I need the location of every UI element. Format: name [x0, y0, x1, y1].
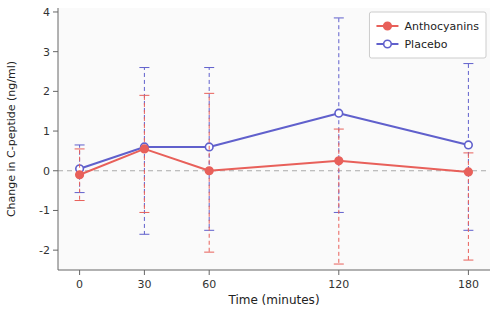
point — [335, 109, 343, 117]
error-cap-upper — [463, 63, 473, 64]
y-tick-label: 4 — [43, 6, 50, 19]
y-axis-line — [58, 8, 59, 270]
chart: -2 -1 0 1 2 3 4 0 30 60 120 180 Time (minutes) Change… — [0, 0, 500, 312]
error-cap-upper — [139, 95, 149, 96]
series — [75, 93, 474, 264]
error-bar-upper — [209, 93, 210, 170]
error-cap-upper — [204, 67, 214, 68]
point — [465, 168, 473, 176]
error-bar-upper — [338, 129, 339, 161]
x-tick-label: 0 — [76, 278, 83, 291]
legend: Anthocyanins Placebo — [369, 12, 486, 58]
error-cap-upper — [334, 129, 344, 130]
error-cap-lower — [463, 260, 473, 261]
error-bar-lower — [209, 171, 210, 252]
y-tick-label: -1 — [39, 204, 50, 217]
y-tick — [53, 51, 58, 52]
legend-marker — [384, 40, 392, 48]
y-tick-label: -2 — [39, 244, 50, 257]
error-bar-lower — [144, 149, 145, 213]
zero-line — [58, 170, 490, 171]
y-axis-label: Change in C-peptide (ng/ml) — [5, 61, 18, 217]
error-bar-upper — [144, 95, 145, 149]
x-tick — [144, 270, 145, 275]
y-tick-label: 2 — [43, 85, 50, 98]
x-axis-label: Time (minutes) — [227, 293, 319, 307]
x-tick-label: 180 — [458, 278, 479, 291]
series-line — [80, 113, 469, 169]
error-bar-lower — [338, 161, 339, 264]
y-tick-label: 3 — [43, 46, 50, 59]
error-cap-upper — [139, 67, 149, 68]
legend-label: Placebo — [404, 38, 447, 51]
error-bar-lower — [144, 147, 145, 234]
x-axis-line — [58, 270, 490, 271]
plot-area — [58, 8, 490, 270]
point — [141, 145, 149, 153]
series — [75, 18, 474, 234]
error-bar-lower — [468, 172, 469, 260]
y-tick — [53, 210, 58, 211]
error-cap-upper — [75, 144, 85, 145]
x-tick — [79, 270, 80, 275]
legend-box — [369, 12, 486, 58]
y-tick-label: 1 — [43, 125, 50, 138]
legend-marker — [384, 22, 392, 30]
y-tick — [53, 91, 58, 92]
error-cap-upper — [204, 93, 214, 94]
x-tick-label: 30 — [137, 278, 151, 291]
y-tick-label: 0 — [43, 165, 50, 178]
y-tick — [53, 11, 58, 12]
y-tick — [53, 170, 58, 171]
error-cap-lower — [139, 212, 149, 213]
error-cap-lower — [75, 200, 85, 201]
point — [205, 167, 213, 175]
error-cap-lower — [139, 234, 149, 235]
x-tick — [468, 270, 469, 275]
error-bar-upper — [468, 64, 469, 145]
y-tick — [53, 131, 58, 132]
point — [335, 157, 343, 165]
x-tick-label: 120 — [328, 278, 349, 291]
error-cap-upper — [75, 148, 85, 149]
error-cap-upper — [463, 152, 473, 153]
error-cap-lower — [334, 264, 344, 265]
point — [465, 141, 473, 149]
x-tick-label: 60 — [202, 278, 216, 291]
x-tick — [338, 270, 339, 275]
error-bar-upper — [338, 18, 339, 113]
legend-label: Anthocyanins — [404, 20, 479, 33]
x-tick — [209, 270, 210, 275]
error-bar-upper — [144, 68, 145, 147]
error-cap-upper — [334, 17, 344, 18]
error-cap-lower — [204, 252, 214, 253]
series-line — [80, 149, 469, 175]
y-tick — [53, 250, 58, 251]
point — [76, 171, 84, 179]
